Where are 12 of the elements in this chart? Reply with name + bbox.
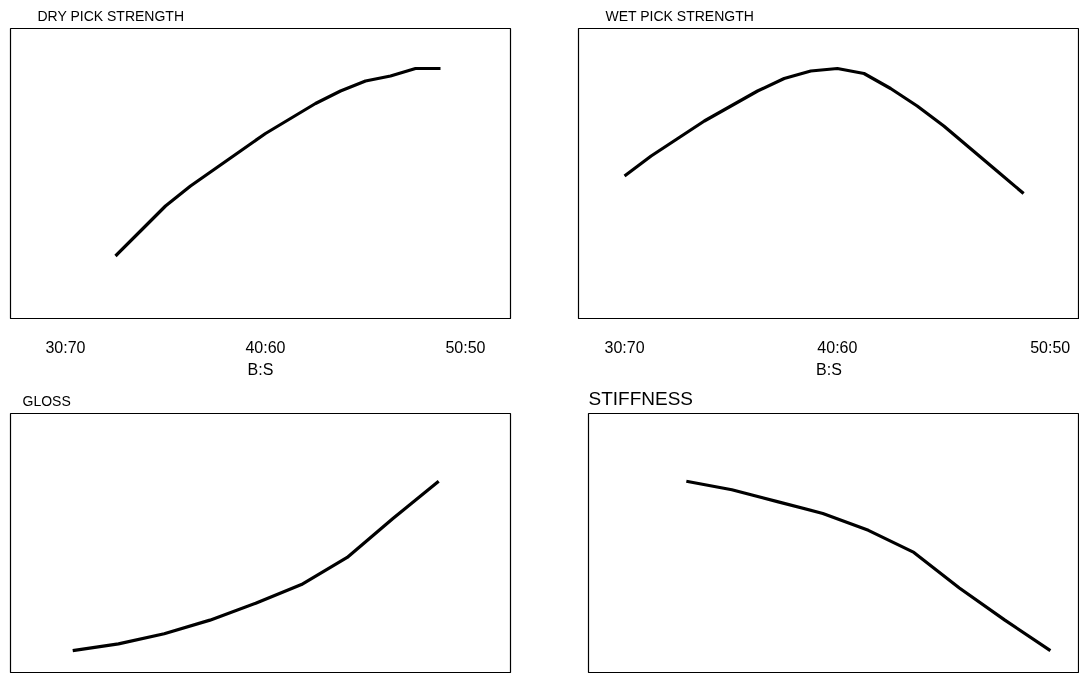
x-tick-label: 50:50: [445, 338, 486, 356]
chart-title: DRY PICK STRENGTH: [37, 7, 185, 24]
x-tick-label: 40:60: [817, 338, 858, 356]
chart-title: STIFFNESS: [588, 387, 694, 409]
x-axis-title: B:S: [247, 360, 274, 378]
chart-title: GLOSS: [22, 392, 71, 409]
x-tick-label: 40:60: [245, 338, 286, 356]
x-tick-label: 30:70: [604, 338, 645, 356]
chart-title: WET PICK STRENGTH: [605, 7, 754, 24]
x-axis-title: B:S: [816, 360, 842, 378]
x-tick-label: 30:70: [45, 338, 86, 356]
x-tick-label: 50:50: [1030, 338, 1071, 356]
